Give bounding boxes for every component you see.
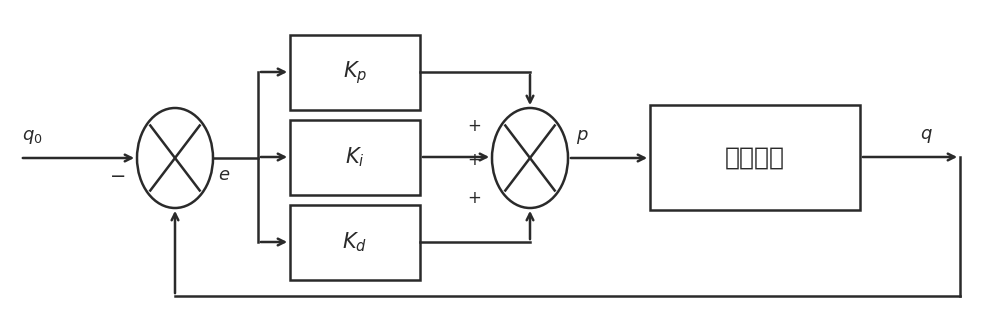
Bar bbox=[290, 205, 420, 280]
Text: $-$: $-$ bbox=[109, 165, 125, 184]
Bar bbox=[290, 120, 420, 195]
Text: $q_0$: $q_0$ bbox=[22, 128, 43, 146]
Text: 控制目标: 控制目标 bbox=[725, 146, 785, 170]
Text: $K_i$: $K_i$ bbox=[345, 146, 365, 169]
Text: $e$: $e$ bbox=[218, 166, 230, 184]
Text: $+$: $+$ bbox=[467, 151, 481, 169]
Text: $q$: $q$ bbox=[920, 127, 933, 145]
Bar bbox=[290, 35, 420, 110]
Text: $+$: $+$ bbox=[467, 189, 481, 207]
Text: $K_d$: $K_d$ bbox=[342, 231, 368, 254]
Text: $+$: $+$ bbox=[467, 117, 481, 135]
Bar bbox=[650, 105, 860, 210]
Text: $K_p$: $K_p$ bbox=[343, 59, 367, 86]
Text: $p$: $p$ bbox=[576, 128, 589, 146]
